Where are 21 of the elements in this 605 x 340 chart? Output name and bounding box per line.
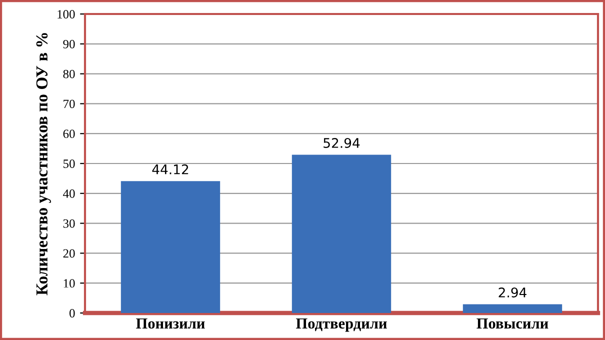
bar (462, 304, 562, 313)
y-tick-label: 30 (63, 219, 75, 228)
data-label: 44.12 (152, 164, 188, 174)
data-label: 52.94 (324, 138, 360, 148)
y-tick-label: 40 (63, 189, 75, 198)
y-tick-label: 10 (64, 279, 75, 288)
y-axis-title: Количество участников по ОУ в % (36, 33, 51, 296)
y-tick-label: 60 (63, 130, 75, 138)
x-tick-label: Повысили (476, 318, 548, 329)
y-tick-label: 80 (63, 70, 75, 78)
y-tick-label: 90 (63, 40, 75, 48)
bar (120, 181, 220, 313)
x-tick-label: Понизили (136, 318, 205, 329)
x-tick-label: Подтвердили (296, 318, 387, 332)
y-tick-label: 70 (64, 100, 75, 108)
data-label: 2.94 (498, 288, 526, 298)
y-tick-label: 20 (63, 249, 75, 258)
y-tick-label: 0 (70, 309, 75, 318)
y-tick-label: 100 (58, 10, 75, 18)
y-tick-label: 50 (64, 160, 75, 168)
bar (292, 154, 392, 313)
